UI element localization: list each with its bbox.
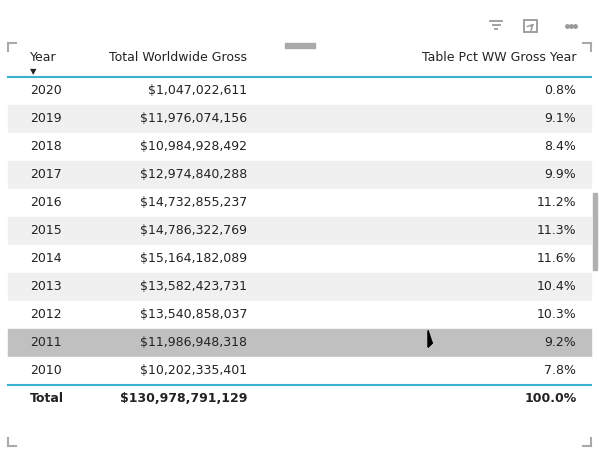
Bar	[8, 105, 591, 133]
Text: $11,976,074,156: $11,976,074,156	[140, 113, 247, 125]
Bar	[8, 161, 591, 189]
Text: $13,582,423,731: $13,582,423,731	[140, 281, 247, 293]
Text: 9.9%: 9.9%	[544, 168, 576, 182]
Text: ▼: ▼	[30, 68, 37, 77]
Text: 10.4%: 10.4%	[537, 281, 576, 293]
Text: 8.4%: 8.4%	[544, 140, 576, 153]
Text: 2020: 2020	[30, 84, 62, 98]
Text: $10,202,335,401: $10,202,335,401	[140, 365, 247, 377]
Text: 10.3%: 10.3%	[537, 309, 576, 321]
Text: $10,984,928,492: $10,984,928,492	[140, 140, 247, 153]
Bar	[8, 77, 591, 105]
Text: 2012: 2012	[30, 309, 62, 321]
Text: 11.2%: 11.2%	[537, 197, 576, 209]
Text: 9.1%: 9.1%	[544, 113, 576, 125]
Text: 11.3%: 11.3%	[537, 224, 576, 237]
Text: 9.2%: 9.2%	[544, 336, 576, 350]
Text: 2014: 2014	[30, 252, 62, 266]
Bar	[8, 217, 591, 245]
Bar	[8, 245, 591, 273]
Bar	[524, 20, 537, 31]
Text: $14,786,322,769: $14,786,322,769	[140, 224, 247, 237]
Text: $12,974,840,288: $12,974,840,288	[140, 168, 247, 182]
Text: 0.8%: 0.8%	[544, 84, 576, 98]
Text: $14,732,855,237: $14,732,855,237	[140, 197, 247, 209]
Text: 2016: 2016	[30, 197, 62, 209]
Bar	[8, 329, 591, 357]
Bar	[8, 189, 591, 217]
Text: 2019: 2019	[30, 113, 62, 125]
Bar	[8, 301, 591, 329]
Text: 2013: 2013	[30, 281, 62, 293]
Bar	[8, 385, 591, 413]
Text: 2011: 2011	[30, 336, 62, 350]
Text: $11,986,948,318: $11,986,948,318	[140, 336, 247, 350]
Polygon shape	[428, 331, 432, 347]
Bar	[8, 273, 591, 301]
Text: 100.0%: 100.0%	[524, 393, 576, 405]
Text: Table Pct WW Gross Year: Table Pct WW Gross Year	[422, 51, 576, 64]
Text: 7.8%: 7.8%	[544, 365, 576, 377]
Bar	[593, 192, 597, 270]
Text: 2018: 2018	[30, 140, 62, 153]
Text: Year: Year	[30, 51, 57, 64]
Text: $15,164,182,089: $15,164,182,089	[140, 252, 247, 266]
Text: 2015: 2015	[30, 224, 62, 237]
Text: 2017: 2017	[30, 168, 62, 182]
Text: Total: Total	[30, 393, 64, 405]
Text: $13,540,858,037: $13,540,858,037	[140, 309, 247, 321]
Text: 11.6%: 11.6%	[537, 252, 576, 266]
Bar	[8, 133, 591, 161]
Text: Total Worldwide Gross: Total Worldwide Gross	[109, 51, 247, 64]
Bar	[8, 357, 591, 385]
Text: 2010: 2010	[30, 365, 62, 377]
Text: $1,047,022,611: $1,047,022,611	[148, 84, 247, 98]
Bar	[285, 43, 314, 48]
Text: $130,978,791,129: $130,978,791,129	[120, 393, 247, 405]
